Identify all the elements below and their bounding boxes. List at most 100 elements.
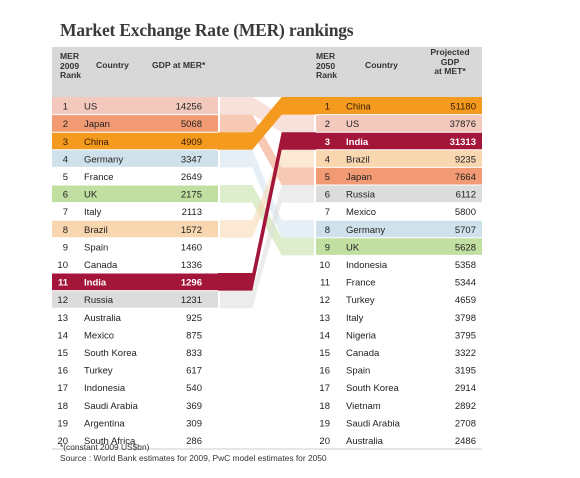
row-bg-2009 <box>52 220 218 238</box>
rank2050-rank-label: 18 <box>319 401 330 412</box>
rank2050-rank-label: 6 <box>325 190 330 201</box>
rank2009-gdp-value: 14256 <box>176 102 202 113</box>
rank2009-gdp-value: 4909 <box>181 137 202 148</box>
connector-band-china <box>218 97 316 150</box>
row-bg-2009 <box>52 185 218 203</box>
rank2009-rank-label: 17 <box>57 383 68 394</box>
rank2050-country-label: Nigeria <box>346 330 377 341</box>
rank2050-rank-label: 11 <box>320 278 330 289</box>
rank2009-country-label: Brazil <box>84 225 108 236</box>
rank2050-country-label: Japan <box>346 172 372 183</box>
rank2050-country-label: Brazil <box>346 154 370 165</box>
rank2050-country-label: Spain <box>346 366 370 377</box>
header-left-country: Country <box>96 60 129 70</box>
header-right-gdp-line: at MET* <box>434 66 466 76</box>
rank2009-country-label: Canada <box>84 260 118 271</box>
rank2050-gdp-value: 2892 <box>455 401 476 412</box>
rank2009-rank-label: 7 <box>63 207 68 218</box>
header-right-rank: MER 2050 Rank <box>316 51 338 81</box>
rank2009-rank-label: 19 <box>57 418 68 429</box>
rank2009-rank-label: 13 <box>57 313 68 324</box>
row-bg-2050 <box>316 167 482 185</box>
rank2009-gdp-value: 925 <box>186 313 202 324</box>
rank2009-gdp-value: 3347 <box>181 154 202 165</box>
rank2009-country-label: Italy <box>84 207 102 218</box>
rank2009-rank-label: 4 <box>63 154 68 165</box>
row-bg-2050 <box>316 185 482 203</box>
rank2050-rank-label: 2 <box>325 119 330 130</box>
rank2050-gdp-value: 5358 <box>455 260 476 271</box>
rank2009-country-label: UK <box>84 190 98 201</box>
rank2050-country-label: France <box>346 278 376 289</box>
header-left-rank: MER 2009 Rank <box>60 51 82 81</box>
rank2050-gdp-value: 2708 <box>455 418 476 429</box>
mer-rankings-figure: Market Exchange Rate (MER) rankings MER … <box>52 14 482 466</box>
rank2009-gdp-value: 833 <box>186 348 202 359</box>
rank2050-rank-label: 12 <box>319 295 330 306</box>
rank2050-gdp-value: 3798 <box>455 313 476 324</box>
rank2050-country-label: Saudi Arabia <box>346 418 401 429</box>
rank2009-gdp-value: 617 <box>186 366 202 377</box>
rank2009-rank-label: 5 <box>63 172 68 183</box>
rank2009-gdp-value: 1296 <box>181 278 202 289</box>
header-left-rank-line: Rank <box>60 70 82 80</box>
rank2009-gdp-value: 2649 <box>181 172 202 183</box>
header-right-gdp-line: GDP <box>440 56 460 67</box>
rank2009-country-label: Australia <box>84 313 122 324</box>
header-right-gdp-line: Projected <box>430 47 470 57</box>
rank2009-rank-label: 9 <box>63 242 68 253</box>
rank2050-gdp-value: 3795 <box>455 330 476 341</box>
rank2050-rank-label: 8 <box>325 225 330 236</box>
rank2050-rank-label: 3 <box>325 137 330 148</box>
rank2009-gdp-value: 875 <box>186 330 202 341</box>
rank2050-gdp-value: 5800 <box>455 207 476 218</box>
header-left-gdp: GDP at MER* <box>152 60 206 70</box>
rank2050-rank-label: 10 <box>319 260 330 271</box>
rank2050-rank-label: 16 <box>319 366 330 377</box>
row-bg-2009 <box>52 97 218 115</box>
rank2050-rank-label: 17 <box>319 383 330 394</box>
rank2050-rank-label: 19 <box>319 418 330 429</box>
rank2009-country-label: Mexico <box>84 330 114 341</box>
row-bg-2050 <box>316 114 482 133</box>
rank2009-gdp-value: 1336 <box>181 260 202 271</box>
rank2009-rank-label: 15 <box>57 348 68 359</box>
rank2009-country-label: US <box>84 102 97 113</box>
rank2050-gdp-value: 2914 <box>455 383 476 394</box>
rank2009-rank-label: 18 <box>57 401 68 412</box>
header-right-rank-line: 2050 <box>316 60 336 71</box>
rank2050-country-label: Canada <box>346 348 380 359</box>
rank2050-country-label: Germany <box>346 225 385 236</box>
rank2050-rank-label: 9 <box>325 242 330 253</box>
rank2050-rank-label: 1 <box>325 102 330 113</box>
rank2009-country-label: France <box>84 172 114 183</box>
footnote: *(constant 2009 US$bn) <box>60 442 150 452</box>
chart-title: Market Exchange Rate (MER) rankings <box>60 20 354 40</box>
rank2050-gdp-value: 51180 <box>450 102 476 113</box>
rank2009-gdp-value: 540 <box>186 383 202 394</box>
rank2009-country-label: Argentina <box>84 418 125 429</box>
rank2009-rank-label: 3 <box>63 137 68 148</box>
rank2050-gdp-value: 6112 <box>456 190 476 201</box>
rank2009-country-label: Germany <box>84 154 123 165</box>
rank2050-country-label: Australia <box>346 436 384 447</box>
connector-band-russia <box>220 185 314 309</box>
rank2050-country-label: Mexico <box>346 207 376 218</box>
rank2009-country-label: Spain <box>84 242 108 253</box>
rank2050-gdp-value: 9235 <box>455 154 476 165</box>
rank2009-country-label: Turkey <box>84 366 113 377</box>
rank2009-gdp-value: 286 <box>186 436 202 447</box>
rank2050-gdp-value: 37876 <box>450 119 476 130</box>
rank2050-country-label: Indonesia <box>346 260 388 271</box>
connector-band-brazil <box>220 149 314 238</box>
rank2009-gdp-value: 369 <box>186 401 202 412</box>
rank2050-country-label: Italy <box>346 313 364 324</box>
header-right-rank-line: Rank <box>316 70 338 80</box>
rank2009-rank-label: 1 <box>63 102 68 113</box>
rank2050-gdp-value: 5344 <box>455 278 476 289</box>
rank2009-country-label: South Africa <box>84 436 136 447</box>
rank2050-gdp-value: 31313 <box>450 137 476 148</box>
header-right-gdp: Projected GDP at MET* <box>424 47 476 77</box>
row-bg-2009 <box>52 132 218 150</box>
